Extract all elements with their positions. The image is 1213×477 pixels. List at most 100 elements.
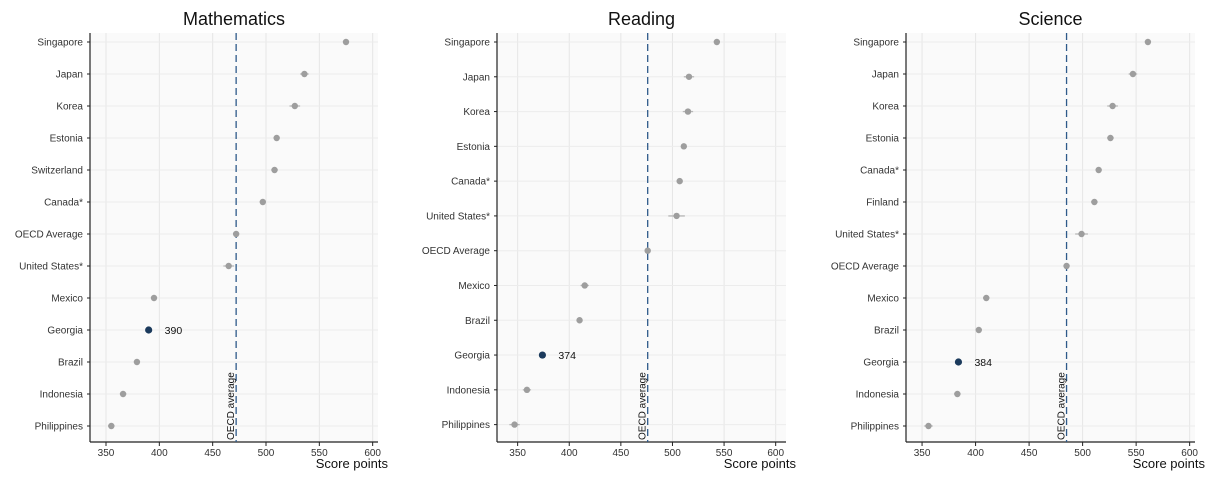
oecd-average-label: OECD average	[638, 372, 649, 440]
y-tick-label: Brazil	[465, 316, 490, 327]
data-point	[524, 387, 530, 393]
y-tick-label: Georgia	[863, 358, 899, 369]
data-point	[273, 135, 279, 141]
data-label: 374	[558, 350, 576, 362]
x-tick-label: 400	[151, 448, 168, 459]
x-axis-label: Score points	[1133, 456, 1206, 471]
data-point	[1109, 103, 1115, 109]
x-tick-label: 450	[1021, 448, 1038, 459]
data-point	[120, 391, 126, 397]
y-tick-label: Korea	[872, 102, 899, 113]
x-tick-label: 350	[509, 448, 526, 459]
chart-panel-mathematics: Singapore Japan Korea Estonia Switzerland Can…	[15, 9, 389, 471]
y-tick-label: Switzerland	[31, 166, 83, 177]
x-tick-label: 350	[914, 448, 931, 459]
x-tick-label: 450	[204, 448, 221, 459]
data-point	[271, 167, 277, 173]
y-tick-label: Canada*	[451, 177, 490, 188]
oecd-average-label: OECD average	[1057, 372, 1068, 440]
y-tick-label: Georgia	[454, 351, 490, 362]
data-point	[685, 108, 691, 114]
data-point	[714, 39, 720, 45]
y-tick-label: Finland	[866, 198, 899, 209]
y-tick-label: Singapore	[853, 38, 899, 49]
data-point	[576, 317, 582, 323]
x-tick-label: 400	[967, 448, 984, 459]
y-tick-label: United States*	[19, 262, 83, 273]
y-tick-label: Korea	[463, 107, 490, 118]
x-axis-label: Score points	[724, 456, 797, 471]
y-tick-label: United States*	[835, 230, 899, 241]
chart-title: Reading	[608, 9, 675, 29]
data-point	[673, 213, 679, 219]
y-tick-label: United States*	[426, 211, 490, 222]
data-point	[582, 282, 588, 288]
data-point	[983, 295, 989, 301]
data-point	[539, 351, 546, 358]
y-tick-label: Japan	[463, 72, 490, 83]
y-tick-label: Philippines	[851, 422, 899, 433]
plot-background	[906, 33, 1195, 442]
data-point	[955, 358, 962, 365]
data-point	[1145, 39, 1151, 45]
y-tick-label: Mexico	[51, 294, 83, 305]
y-tick-label: Philippines	[35, 422, 83, 433]
data-point	[925, 423, 931, 429]
y-tick-label: Estonia	[866, 134, 900, 145]
oecd-average-label: OECD average	[226, 372, 237, 440]
data-point	[343, 39, 349, 45]
data-point	[1063, 263, 1069, 269]
data-point	[292, 103, 298, 109]
data-label: 384	[974, 357, 992, 369]
data-point	[681, 143, 687, 149]
data-point	[1107, 135, 1113, 141]
y-tick-label: Singapore	[444, 38, 490, 49]
data-point	[301, 71, 307, 77]
x-tick-label: 500	[258, 448, 275, 459]
data-point	[644, 247, 650, 253]
x-tick-label: 350	[98, 448, 115, 459]
y-tick-label: Korea	[56, 102, 83, 113]
data-point	[511, 421, 517, 427]
data-point	[260, 199, 266, 205]
y-tick-label: Georgia	[47, 326, 83, 337]
data-point	[676, 178, 682, 184]
y-tick-label: OECD Average	[422, 246, 491, 257]
data-label: 390	[165, 325, 183, 337]
chart-title: Mathematics	[183, 9, 285, 29]
x-tick-label: 450	[613, 448, 630, 459]
data-point	[1091, 199, 1097, 205]
data-point	[976, 327, 982, 333]
data-point	[151, 295, 157, 301]
data-point	[1078, 231, 1084, 237]
x-tick-label: 400	[561, 448, 578, 459]
y-tick-label: Philippines	[442, 420, 490, 431]
data-point	[108, 423, 114, 429]
y-tick-label: Estonia	[50, 134, 84, 145]
data-point	[233, 231, 239, 237]
data-point	[1130, 71, 1136, 77]
x-tick-label: 500	[664, 448, 681, 459]
y-tick-label: Canada*	[44, 198, 83, 209]
chart-title: Science	[1018, 9, 1082, 29]
data-point	[954, 391, 960, 397]
y-tick-label: Mexico	[458, 281, 490, 292]
data-point	[686, 74, 692, 80]
y-tick-label: Canada*	[860, 166, 899, 177]
y-tick-label: Estonia	[457, 142, 491, 153]
y-tick-label: Mexico	[867, 294, 899, 305]
y-tick-label: Singapore	[37, 38, 83, 49]
data-point	[1095, 167, 1101, 173]
chart-panel-science: Singapore Japan Korea Estonia Canada* Finland…	[831, 9, 1206, 471]
y-tick-label: Brazil	[58, 358, 83, 369]
y-tick-label: Indonesia	[447, 385, 491, 396]
y-tick-label: Indonesia	[40, 390, 84, 401]
y-tick-label: Indonesia	[856, 390, 900, 401]
data-point	[145, 326, 152, 333]
x-axis-label: Score points	[316, 456, 389, 471]
y-tick-label: Japan	[56, 70, 83, 81]
chart-panel-reading: Singapore Japan Korea Estonia Canada* United …	[422, 9, 797, 471]
y-tick-label: OECD Average	[831, 262, 900, 273]
data-point	[134, 359, 140, 365]
